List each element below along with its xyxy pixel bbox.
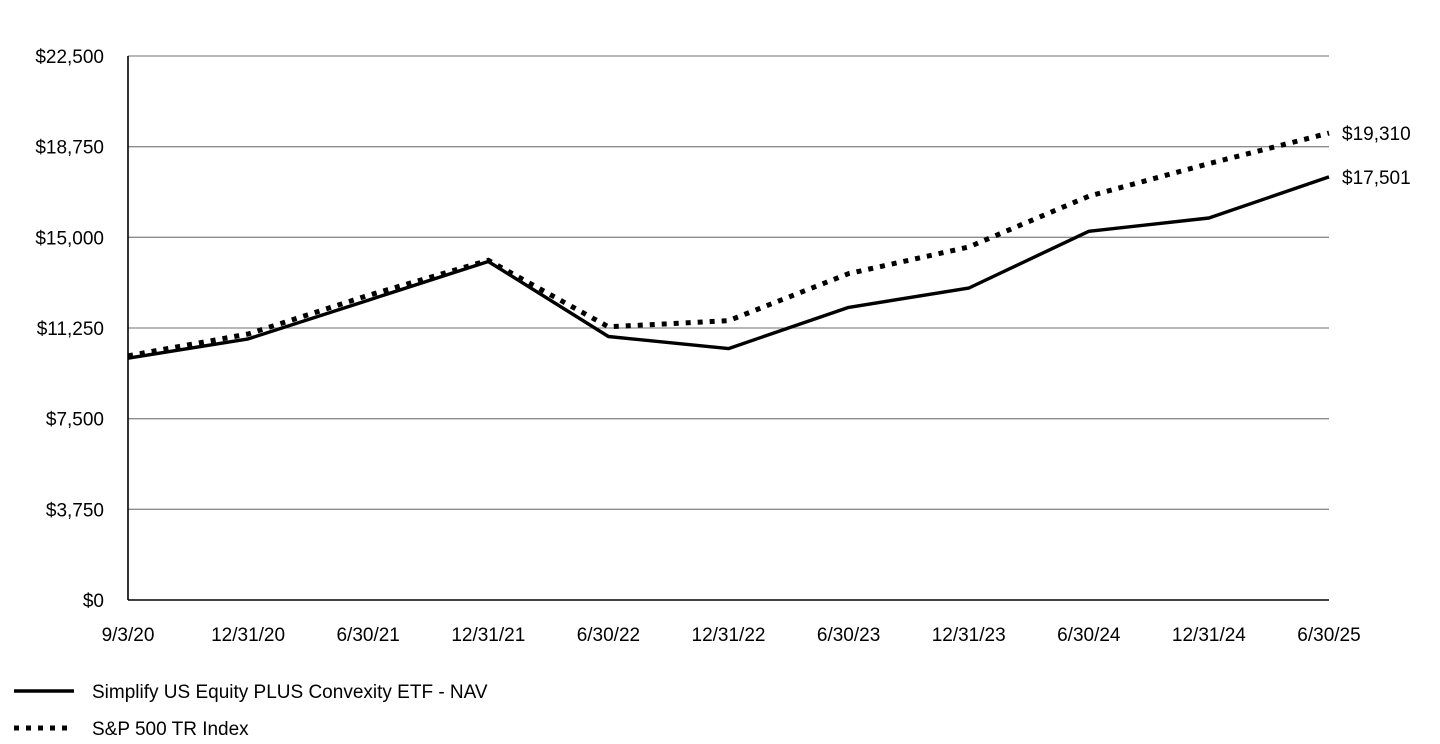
legend-label: Simplify US Equity PLUS Convexity ETF - … [92,682,488,703]
x-tick-label: 12/31/20 [211,625,285,646]
x-tick-label: 12/31/22 [692,625,766,646]
series-line-index [127,130,1330,359]
y-tick-label: $15,000 [35,228,104,249]
end-value-label: $17,501 [1342,168,1411,189]
x-tick-label: 12/31/24 [1172,625,1246,646]
y-tick-label: $18,750 [35,138,104,159]
y-tick-label: $22,500 [35,47,104,68]
y-tick-label: $0 [83,591,104,612]
x-tick-label: 12/31/21 [451,625,525,646]
x-tick-label: 12/31/23 [932,625,1006,646]
end-value-label: $19,310 [1342,124,1411,145]
y-tick-label: $3,750 [46,500,104,521]
y-tick-label: $7,500 [46,410,104,431]
x-tick-label: 6/30/25 [1297,625,1360,646]
legend-label: S&P 500 TR Index [92,719,249,740]
x-tick-label: 6/30/23 [817,625,880,646]
x-tick-label: 9/3/20 [102,625,155,646]
x-tick-label: 6/30/22 [577,625,640,646]
x-tick-label: 6/30/21 [336,625,399,646]
x-tick-label: 6/30/24 [1057,625,1121,646]
series-line-fund [127,175,1330,360]
y-tick-label: $11,250 [37,319,104,340]
